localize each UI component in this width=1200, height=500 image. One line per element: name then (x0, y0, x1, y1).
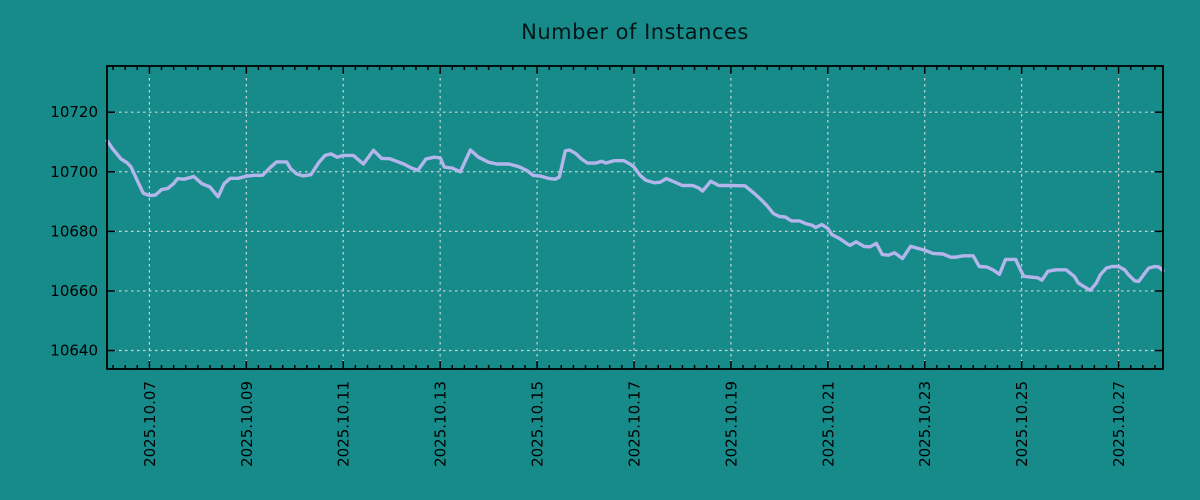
svg-text:10660: 10660 (50, 282, 98, 300)
svg-text:2025.10.21: 2025.10.21 (819, 381, 837, 467)
svg-text:2025.10.15: 2025.10.15 (529, 381, 547, 467)
svg-text:2025.10.23: 2025.10.23 (916, 381, 934, 467)
svg-text:2025.10.19: 2025.10.19 (722, 381, 740, 467)
svg-text:2025.10.27: 2025.10.27 (1110, 381, 1128, 467)
axis-ticks (107, 66, 1163, 369)
svg-text:2025.10.09: 2025.10.09 (238, 381, 256, 467)
svg-text:10640: 10640 (50, 342, 98, 360)
chart-title: Number of Instances (521, 20, 749, 44)
svg-text:2025.10.17: 2025.10.17 (625, 381, 643, 467)
data-line-instances (105, 138, 1165, 292)
svg-text:2025.10.25: 2025.10.25 (1013, 381, 1031, 467)
plot-frame (106, 65, 1164, 370)
svg-text:10700: 10700 (50, 163, 98, 181)
svg-text:2025.10.13: 2025.10.13 (432, 381, 450, 467)
svg-text:2025.10.07: 2025.10.07 (141, 381, 159, 467)
svg-text:2025.10.11: 2025.10.11 (335, 381, 353, 467)
svg-text:10720: 10720 (50, 103, 98, 121)
axis-tick-labels: 2025.10.07 2025.10.09 2025.10.11 2025.10.13… (50, 103, 1128, 467)
grid-lines (107, 66, 1163, 369)
svg-text:10680: 10680 (50, 222, 98, 240)
